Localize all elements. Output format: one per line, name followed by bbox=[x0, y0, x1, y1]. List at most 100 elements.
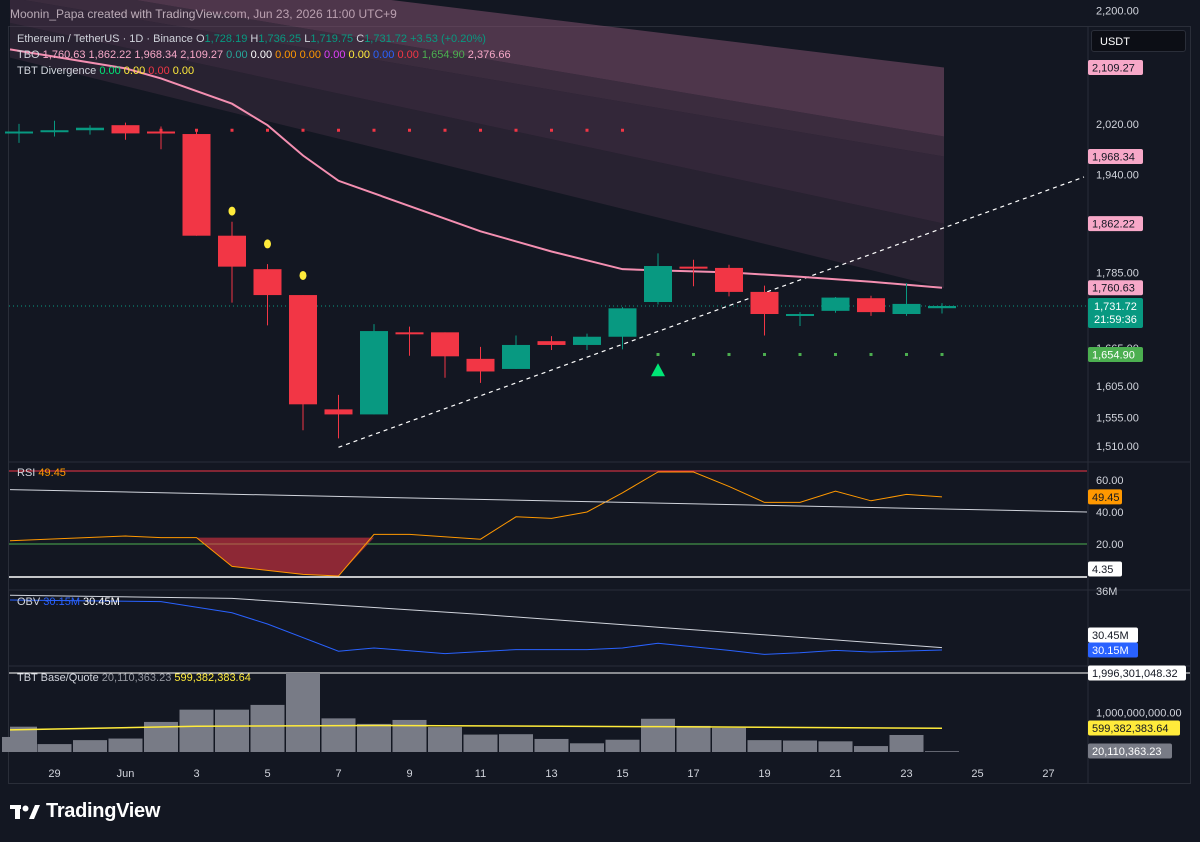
time-tick: 19 bbox=[758, 768, 770, 780]
resistance-dot bbox=[301, 128, 305, 132]
legend-tbo-part: 2,376.66 bbox=[465, 49, 511, 61]
candles bbox=[5, 120, 956, 439]
obv-ma-line bbox=[9, 594, 943, 649]
volume-bar bbox=[463, 734, 498, 752]
tbo-band bbox=[10, 0, 944, 224]
support-dot bbox=[763, 352, 766, 356]
obv-label-text: 30.45M bbox=[1092, 630, 1129, 642]
price-label-text: 1,968.34 bbox=[1092, 152, 1135, 164]
candle-body bbox=[111, 125, 140, 134]
legend-divergence-part: 0.00 bbox=[121, 65, 145, 77]
legend-divergence-part: 0.00 bbox=[96, 65, 120, 77]
candle-body bbox=[750, 291, 779, 315]
legend-tbo-part: 0.00 bbox=[321, 49, 345, 61]
price-label: 2,109.27 bbox=[1088, 60, 1143, 76]
candle-body bbox=[679, 266, 708, 269]
tbo-band bbox=[10, 22, 944, 289]
candle-body bbox=[360, 331, 388, 415]
resistance-dot bbox=[621, 128, 624, 132]
tradingview-logo: TradingView bbox=[10, 800, 160, 823]
tbt-label-bg bbox=[1088, 720, 1180, 736]
legend-tbo-part: 0.00 bbox=[223, 49, 247, 61]
legend-tbo-part: TBO bbox=[17, 49, 40, 61]
candle-body bbox=[253, 269, 282, 296]
volume-bar bbox=[712, 727, 746, 752]
legend-tbo-part: 1,968.34 bbox=[131, 49, 177, 61]
price-label-bg bbox=[1088, 216, 1143, 232]
resistance-dot bbox=[585, 128, 589, 132]
legend-obv-part: 30.15M bbox=[40, 596, 80, 608]
legend-symbol-part: C bbox=[353, 33, 364, 45]
obv-label: 30.45M bbox=[1088, 627, 1138, 643]
legend-symbol-part: O bbox=[193, 33, 205, 45]
support-dot bbox=[869, 352, 873, 356]
candle-body bbox=[892, 303, 921, 315]
time-tick: 27 bbox=[1042, 768, 1054, 780]
resistance-dot bbox=[443, 128, 447, 132]
volume-bar bbox=[676, 725, 711, 752]
volume-bar bbox=[108, 738, 143, 752]
tbt-label-text: 599,382,383.64 bbox=[1092, 723, 1168, 735]
resistance-dot bbox=[479, 128, 482, 132]
price-label-text: 2,109.27 bbox=[1092, 63, 1135, 75]
volume-bar bbox=[925, 751, 959, 752]
candle-body bbox=[537, 341, 566, 345]
candle-body bbox=[608, 308, 637, 337]
legend-tbt-base-part: 599,382,383.64 bbox=[171, 672, 251, 684]
tbt-label: 1,996,301,048.32 bbox=[1088, 665, 1186, 681]
last-price-bg bbox=[1088, 297, 1143, 328]
time-tick: Jun bbox=[117, 768, 135, 780]
resistance-dot bbox=[550, 128, 553, 132]
legend-symbol-part: H bbox=[247, 33, 258, 45]
buy-signal-marker bbox=[651, 363, 665, 377]
rsi-tick: 60.00 bbox=[1096, 475, 1124, 487]
price-label-bg bbox=[1088, 149, 1143, 165]
legend-symbol-part: L bbox=[301, 33, 310, 45]
time-tick: 21 bbox=[829, 768, 841, 780]
rsi-label: 49.45 bbox=[1088, 489, 1122, 505]
tbt-tick: 1,000,000,000.00 bbox=[1096, 707, 1182, 719]
resistance-dot bbox=[408, 128, 411, 132]
price-label: 1,862.22 bbox=[1088, 216, 1143, 232]
sell-signal-marker bbox=[264, 239, 271, 249]
obv-tick: 36M bbox=[1096, 586, 1117, 598]
legend-tbo-part: 0.00 bbox=[345, 49, 369, 61]
time-tick: 25 bbox=[971, 768, 983, 780]
tbt-label: 20,110,363.23 bbox=[1088, 743, 1172, 759]
legend: Ethereum / TetherUS · 1D · Binance O1,72… bbox=[17, 33, 511, 684]
volume-bar bbox=[605, 739, 640, 752]
price-label-text: 1,760.63 bbox=[1092, 283, 1135, 295]
price-label-bg bbox=[1088, 280, 1143, 296]
time-axis: 29 Jun 3 5 7 9 11 13 15 17 19 21 23 25 27 bbox=[48, 768, 1054, 780]
currency-button[interactable]: USDT bbox=[1091, 30, 1186, 52]
volume-bar bbox=[250, 704, 285, 752]
price-tick: 1,940.00 bbox=[1096, 169, 1139, 181]
legend-symbol-part: Ethereum / TetherUS · 1D · Binance bbox=[17, 33, 193, 45]
price-tick: 1,510.00 bbox=[1096, 441, 1139, 453]
sell-signal-marker bbox=[228, 206, 236, 216]
legend-tbo-part: 2,109.27 bbox=[177, 49, 223, 61]
resistance-dot bbox=[266, 128, 269, 132]
legend-obv-part: 30.45M bbox=[80, 596, 120, 608]
rsi-line bbox=[9, 471, 943, 577]
obv-label-bg bbox=[1088, 627, 1138, 643]
legend-symbol-part: +3.53 (+0.20%) bbox=[407, 33, 486, 45]
candle-body bbox=[395, 332, 424, 335]
brand-text: TradingView bbox=[46, 800, 161, 822]
legend-obv-part: OBV bbox=[17, 596, 41, 608]
legend-tbo-part: 0.00 bbox=[248, 49, 272, 61]
resistance-dot bbox=[337, 128, 340, 132]
legend-tbo-part: 0.00 bbox=[297, 49, 321, 61]
volume-bar bbox=[854, 746, 888, 752]
volume-bar bbox=[783, 740, 817, 752]
candle-body bbox=[786, 314, 814, 317]
volume-bar bbox=[215, 709, 249, 752]
support-dot bbox=[798, 352, 802, 356]
legend-symbol-part: 1,736.25 bbox=[258, 33, 301, 45]
price-label-bg bbox=[1088, 346, 1143, 362]
tbt-label: 599,382,383.64 bbox=[1088, 720, 1180, 736]
time-tick: 11 bbox=[475, 768, 486, 780]
time-tick: 29 bbox=[48, 768, 60, 780]
